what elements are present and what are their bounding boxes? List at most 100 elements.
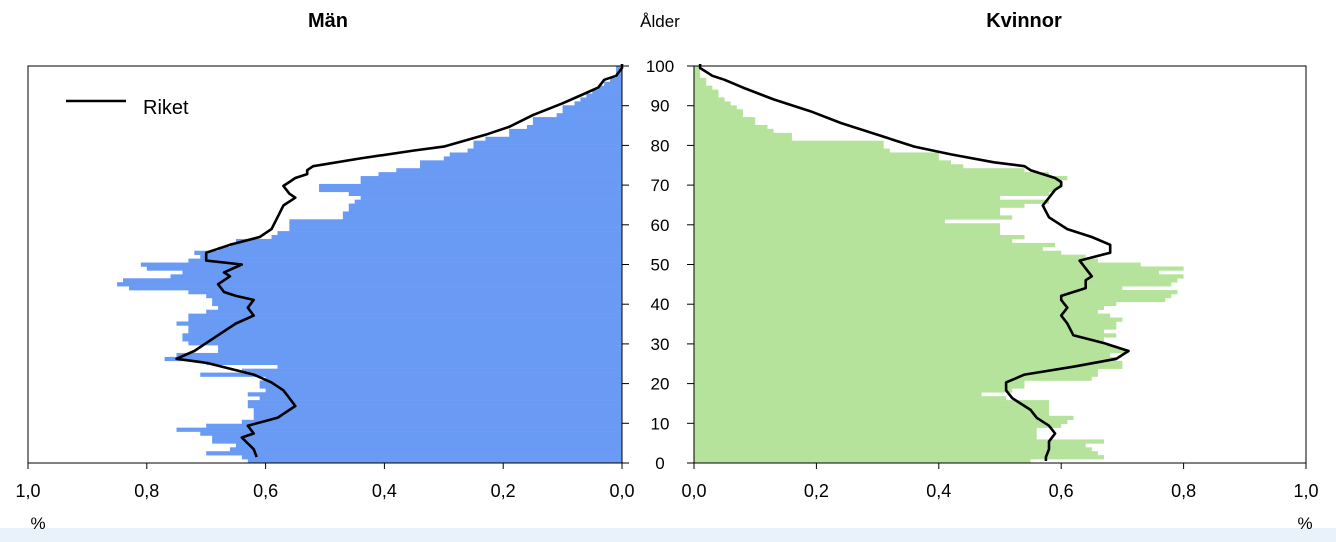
male-bar-85 bbox=[526, 124, 622, 130]
male-bar-78 bbox=[449, 152, 622, 157]
female-bar-30 bbox=[694, 341, 1105, 346]
male-bar-8 bbox=[176, 427, 622, 432]
female-bar-7 bbox=[694, 431, 1037, 436]
female-bar-27 bbox=[694, 352, 1111, 358]
female-bar-5 bbox=[694, 439, 1105, 444]
female-bar-0 bbox=[694, 459, 1031, 464]
male-bar-5 bbox=[212, 439, 622, 444]
legend-label: Riket bbox=[143, 97, 189, 119]
male-bar-93 bbox=[586, 93, 622, 98]
male-bar-4 bbox=[235, 443, 622, 448]
male-bar-30 bbox=[188, 341, 622, 346]
female-bar-86 bbox=[694, 121, 756, 126]
female-bar-66 bbox=[694, 199, 1049, 204]
female-bar-91 bbox=[694, 101, 731, 106]
female-bar-84 bbox=[694, 128, 774, 134]
female-bar-58 bbox=[694, 231, 1000, 236]
female-bar-12 bbox=[694, 411, 1049, 417]
male-bar-47 bbox=[170, 274, 622, 279]
male-bar-87 bbox=[532, 117, 622, 122]
female-bar-65 bbox=[694, 203, 1025, 208]
male-bar-89 bbox=[562, 109, 622, 114]
male-bar-58 bbox=[277, 231, 622, 236]
female-bar-9 bbox=[694, 423, 1062, 428]
male-bar-66 bbox=[354, 199, 622, 204]
left-title: Män bbox=[308, 10, 348, 32]
male-bar-24 bbox=[277, 364, 622, 369]
legend: Riket bbox=[66, 97, 189, 119]
female-bar-19 bbox=[694, 384, 1025, 389]
male-bar-55 bbox=[229, 242, 622, 248]
female-bar-64 bbox=[694, 207, 1000, 212]
male-bar-20 bbox=[259, 380, 622, 385]
female-bar-13 bbox=[694, 407, 1049, 413]
female-bar-21 bbox=[694, 376, 1092, 381]
female-bar-92 bbox=[694, 97, 725, 102]
female-bar-29 bbox=[694, 345, 1117, 350]
female-bar-97 bbox=[694, 77, 707, 83]
male-bar-27 bbox=[176, 352, 622, 358]
male-riket-line bbox=[175, 64, 624, 458]
male-bar-59 bbox=[289, 227, 622, 232]
female-bar-22 bbox=[694, 372, 1098, 377]
male-bar-60 bbox=[289, 223, 622, 228]
female-bar-1 bbox=[694, 455, 1105, 460]
male-bar-71 bbox=[360, 179, 622, 185]
right-x-tick-label: 0,0 bbox=[681, 481, 706, 501]
female-bar-83 bbox=[694, 132, 792, 138]
female-bar-89 bbox=[694, 109, 743, 114]
male-bar-70 bbox=[319, 183, 622, 189]
right-x-tick-label: 0,4 bbox=[926, 481, 951, 501]
female-bar-10 bbox=[694, 419, 1068, 424]
female-bar-3 bbox=[694, 447, 1092, 452]
female-bar-20 bbox=[694, 380, 1025, 385]
male-bar-90 bbox=[562, 105, 622, 110]
male-bar-56 bbox=[235, 238, 622, 244]
male-bar-14 bbox=[247, 404, 622, 409]
male-bar-42 bbox=[206, 293, 622, 299]
female-bar-59 bbox=[694, 227, 1000, 232]
male-bar-26 bbox=[164, 356, 622, 362]
right-x-tick-label: 0,8 bbox=[1171, 481, 1196, 501]
female-bar-60 bbox=[694, 223, 1000, 228]
male-bar-50 bbox=[140, 262, 623, 267]
age-tick-label: 60 bbox=[651, 216, 670, 235]
age-tick-label: 20 bbox=[651, 375, 670, 394]
male-riket-polyline bbox=[175, 64, 624, 458]
female-bar-25 bbox=[694, 360, 1123, 366]
female-bar-23 bbox=[694, 368, 1098, 373]
male-bar-100 bbox=[616, 66, 622, 71]
male-bar-2 bbox=[206, 451, 622, 456]
female-bar-78 bbox=[694, 152, 939, 157]
female-bar-47 bbox=[694, 274, 1184, 279]
female-bar-87 bbox=[694, 117, 756, 122]
female-bar-61 bbox=[694, 219, 945, 224]
female-bar-2 bbox=[694, 451, 1098, 456]
female-bar-53 bbox=[694, 250, 1062, 255]
female-bar-100 bbox=[694, 66, 701, 71]
right-x-unit: % bbox=[1297, 514, 1312, 533]
male-bar-54 bbox=[218, 246, 622, 252]
left-x-unit: % bbox=[30, 514, 45, 533]
female-bar-28 bbox=[694, 349, 1129, 354]
female-bar-18 bbox=[694, 388, 1013, 393]
male-bar-23 bbox=[241, 368, 622, 373]
female-bar-24 bbox=[694, 364, 1123, 369]
female-bar-33 bbox=[694, 329, 1105, 334]
age-tick-label: 40 bbox=[651, 295, 670, 314]
male-bar-73 bbox=[378, 172, 622, 177]
female-bar-8 bbox=[694, 427, 1037, 432]
male-bar-31 bbox=[182, 337, 622, 342]
female-bar-37 bbox=[694, 313, 1111, 318]
male-bar-11 bbox=[253, 415, 622, 421]
female-bar-38 bbox=[694, 309, 1098, 314]
male-bar-40 bbox=[212, 301, 622, 307]
male-bar-64 bbox=[348, 207, 622, 212]
female-bar-39 bbox=[694, 305, 1105, 311]
male-bar-84 bbox=[509, 128, 622, 134]
male-bar-7 bbox=[200, 431, 622, 436]
male-bar-80 bbox=[473, 144, 622, 149]
female-bar-48 bbox=[694, 270, 1160, 275]
female-bar-31 bbox=[694, 337, 1105, 342]
